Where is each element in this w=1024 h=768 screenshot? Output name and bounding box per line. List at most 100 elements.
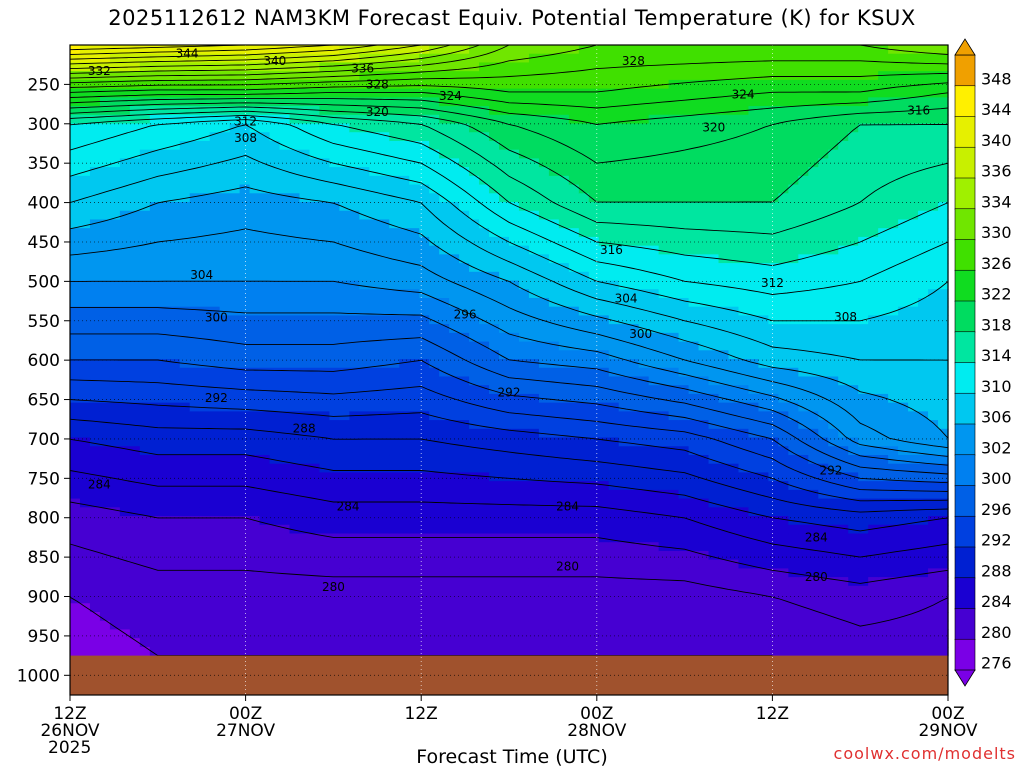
field-cell	[349, 193, 360, 203]
field-cell	[768, 45, 779, 55]
field-cell	[289, 428, 301, 439]
field-cell	[129, 97, 141, 107]
field-cell	[139, 297, 151, 308]
field-cell	[439, 611, 450, 622]
field-cell	[89, 524, 101, 535]
field-cell	[139, 193, 151, 203]
field-cell	[668, 210, 680, 221]
field-cell	[299, 472, 311, 482]
field-cell	[229, 88, 241, 98]
field-cell	[379, 376, 390, 386]
field-cell	[509, 175, 520, 186]
field-cell	[718, 202, 730, 212]
field-cell	[99, 254, 111, 264]
field-cell	[269, 393, 281, 404]
field-cell	[119, 324, 131, 334]
field-cell	[598, 123, 610, 133]
field-cell	[548, 140, 560, 151]
field-cell	[558, 568, 570, 578]
field-cell	[509, 524, 520, 535]
field-cell	[269, 402, 281, 412]
field-cell	[578, 193, 590, 203]
field-cell	[399, 88, 410, 98]
field-cell	[99, 411, 111, 421]
field-cell	[459, 175, 470, 186]
field-cell	[648, 350, 660, 360]
field-cell	[748, 367, 760, 378]
field-cell	[538, 516, 550, 526]
field-cell	[528, 454, 540, 465]
field-cell	[319, 367, 331, 378]
field-cell	[149, 350, 161, 360]
field-cell	[489, 45, 500, 55]
field-cell	[708, 332, 720, 343]
field-cell	[70, 132, 81, 142]
field-cell	[309, 507, 321, 517]
field-cell	[748, 393, 760, 404]
field-cell	[528, 350, 540, 360]
field-cell	[708, 620, 720, 631]
field-cell	[509, 149, 520, 159]
field-cell	[439, 489, 450, 500]
field-cell	[738, 411, 750, 421]
field-cell	[728, 271, 740, 282]
field-cell	[159, 324, 171, 334]
field-cell	[319, 332, 331, 343]
field-cell	[578, 542, 590, 552]
field-cell	[509, 167, 520, 177]
field-cell	[249, 428, 261, 439]
field-cell	[169, 542, 181, 552]
field-cell	[698, 524, 710, 535]
field-cell	[299, 297, 311, 308]
field-cell	[189, 341, 201, 351]
field-cell	[129, 577, 141, 587]
field-cell	[149, 324, 161, 334]
field-cell	[489, 132, 500, 142]
field-cell	[459, 550, 470, 561]
field-cell	[129, 114, 141, 125]
field-cell	[139, 568, 151, 578]
field-cell	[169, 420, 181, 430]
field-cell	[229, 367, 241, 378]
field-cell	[409, 114, 420, 125]
field-cell	[339, 324, 350, 334]
field-cell	[409, 263, 420, 273]
field-cell	[169, 245, 181, 255]
field-cell	[259, 446, 271, 456]
field-cell	[389, 516, 400, 526]
field-cell	[658, 524, 670, 535]
field-cell	[518, 411, 530, 421]
field-cell	[628, 280, 640, 290]
field-cell	[139, 306, 151, 317]
field-cell	[269, 646, 281, 657]
field-cell	[229, 463, 241, 474]
field-cell	[89, 402, 101, 412]
field-cell	[399, 53, 410, 64]
field-cell	[469, 332, 480, 343]
field-cell	[329, 533, 340, 543]
field-cell	[628, 533, 640, 543]
field-cell	[768, 210, 779, 221]
field-cell	[518, 568, 530, 578]
field-cell	[139, 533, 151, 543]
field-cell	[618, 97, 630, 107]
field-cell	[279, 62, 291, 72]
field-cell	[548, 393, 560, 404]
field-cell	[179, 123, 191, 133]
field-cell	[648, 489, 660, 500]
field-cell	[239, 603, 251, 613]
field-cell	[159, 236, 171, 247]
field-cell	[628, 463, 640, 474]
field-cell	[499, 542, 510, 552]
field-cell	[109, 140, 121, 151]
field-cell	[658, 219, 670, 229]
field-cell	[688, 114, 700, 125]
field-cell	[219, 341, 231, 351]
field-cell	[528, 646, 540, 657]
field-cell	[658, 620, 670, 631]
field-cell	[379, 219, 390, 229]
field-cell	[389, 411, 400, 421]
field-cell	[698, 297, 710, 308]
field-cell	[528, 638, 540, 648]
field-cell	[678, 324, 690, 334]
